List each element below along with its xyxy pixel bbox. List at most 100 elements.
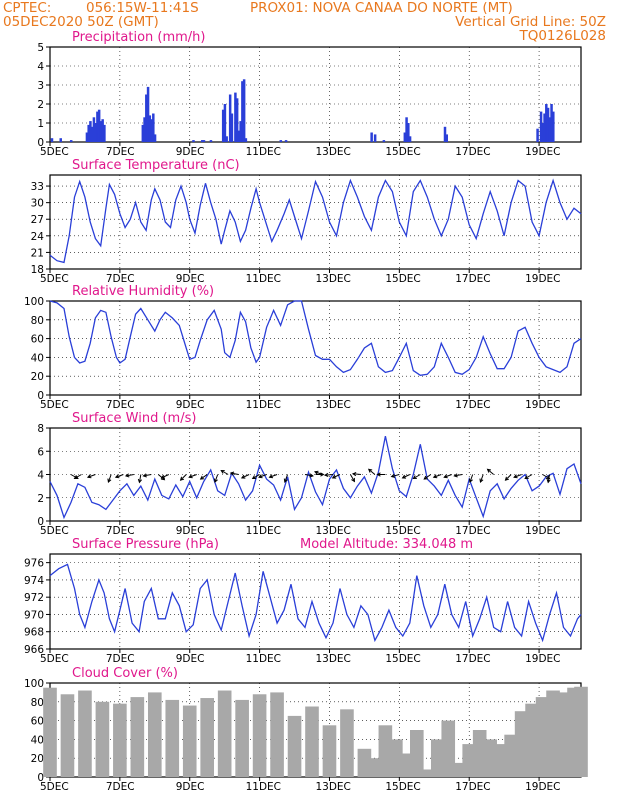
x-tick-label: 19DEC: [525, 781, 560, 793]
wind-arrow-head: [545, 475, 551, 480]
wind-arrow: [513, 474, 522, 478]
y-tick-label: 60: [31, 334, 44, 346]
precip-bar: [143, 117, 146, 142]
y-tick-label: 24: [31, 231, 45, 243]
wind-arrow-head: [513, 474, 518, 479]
precip-bar: [200, 140, 204, 142]
y-tick-label: 0: [37, 390, 44, 402]
y-tick-label: 6: [37, 446, 44, 458]
precip-bar: [539, 111, 543, 142]
cloud-bar: [200, 698, 215, 777]
wind-arrow: [505, 474, 512, 481]
wind-arrow: [87, 474, 96, 478]
wind-arrow: [542, 474, 550, 479]
precip-bar: [96, 111, 99, 142]
wind-arrow: [143, 474, 152, 477]
precip-bar: [241, 81, 244, 142]
y-tick-label: 0: [37, 137, 44, 149]
precip-bar: [239, 121, 242, 142]
y-tick-label: 20: [31, 371, 44, 383]
x-tick-label: 5DEC: [40, 781, 69, 793]
precip-bar: [370, 132, 373, 142]
wind-arrow: [391, 474, 400, 478]
x-tick-label: 9DEC: [176, 273, 205, 285]
cloud-bar: [504, 734, 518, 777]
x-tick-label: 11DEC: [246, 525, 281, 537]
wind-arrow-head: [367, 468, 373, 473]
wind-arrow: [200, 474, 208, 480]
x-tick-label: 11DEC: [246, 273, 281, 285]
wind-arrow: [469, 474, 474, 483]
wind-arrow-head: [486, 468, 492, 473]
x-tick-label: 5DEC: [40, 146, 69, 158]
precip-bar: [92, 117, 96, 142]
wind-arrow: [413, 474, 421, 479]
cloud-bar: [525, 703, 539, 777]
wind-arrow: [350, 474, 355, 482]
x-tick-label: 7DEC: [106, 525, 135, 537]
x-tick-label: 5DEC: [40, 273, 69, 285]
y-tick-label: 30: [31, 198, 44, 210]
y-tick-label: 1: [37, 118, 44, 130]
wind-arrow: [324, 474, 334, 476]
cloud-bar: [270, 692, 284, 777]
precip-bar: [150, 119, 153, 142]
x-tick-label: 15DEC: [385, 781, 420, 793]
precip-bar: [407, 123, 410, 142]
wind-arrow: [157, 474, 165, 481]
cloud-bar: [60, 694, 75, 777]
precip-bar: [546, 107, 550, 142]
y-tick-label: 0: [37, 772, 44, 784]
precip-bar: [202, 140, 206, 142]
precip-bar: [141, 124, 145, 142]
x-tick-label: 19DEC: [525, 525, 560, 537]
x-tick-label: 15DEC: [385, 653, 420, 665]
wind-arrow-head: [213, 478, 218, 483]
cloud-bar: [378, 725, 393, 777]
precip-bar: [221, 109, 225, 142]
precip-bar: [152, 113, 155, 142]
cloud-bar: [287, 715, 302, 777]
precip-bar: [443, 126, 447, 142]
wind-arrow-head: [351, 477, 355, 483]
precip-bar: [153, 134, 157, 142]
precip-bar: [405, 117, 408, 142]
precip-bar: [69, 140, 73, 142]
panel-title: Surface Pressure (hPa): [72, 537, 219, 552]
precip-bar: [99, 121, 103, 142]
header-run-date: 05DEC2020 50Z (GMT): [3, 14, 159, 30]
y-tick-label: 3: [37, 80, 44, 92]
x-tick-label: 13DEC: [315, 525, 350, 537]
header-grid-note: Vertical Grid Line: 50Z: [455, 14, 606, 30]
wind-arrow-head: [114, 474, 120, 479]
precip-bar: [244, 138, 248, 142]
precip-bar: [59, 138, 62, 142]
cloud-bar: [483, 739, 497, 777]
wind-arrow-head: [283, 478, 288, 483]
wind-arrow: [332, 474, 341, 479]
series-line: [49, 178, 582, 264]
cloud-bar: [472, 730, 487, 777]
panel-subtitle: Model Altitude: 334.048 m: [300, 537, 473, 552]
x-tick-label: 9DEC: [176, 146, 205, 158]
x-tick-label: 17DEC: [455, 273, 490, 285]
cloud-bar: [535, 697, 550, 777]
precip-bar: [445, 134, 449, 142]
x-tick-label: 7DEC: [106, 273, 135, 285]
x-tick-label: 19DEC: [525, 273, 560, 285]
wind-arrow: [479, 474, 484, 483]
x-tick-label: 7DEC: [106, 653, 135, 665]
wind-arrow-head: [240, 474, 246, 479]
wind-arrow-head: [412, 475, 417, 480]
cloud-bar: [340, 709, 354, 777]
wind-arrow-head: [479, 478, 484, 483]
precip-bar: [192, 140, 195, 142]
x-tick-label: 17DEC: [455, 781, 490, 793]
cloud-bar: [113, 703, 127, 777]
y-tick-label: 20: [31, 753, 44, 765]
cloud-bar: [130, 697, 145, 777]
y-tick-label: 4: [37, 61, 44, 73]
precip-bar: [550, 104, 553, 142]
wind-arrow: [368, 468, 376, 475]
